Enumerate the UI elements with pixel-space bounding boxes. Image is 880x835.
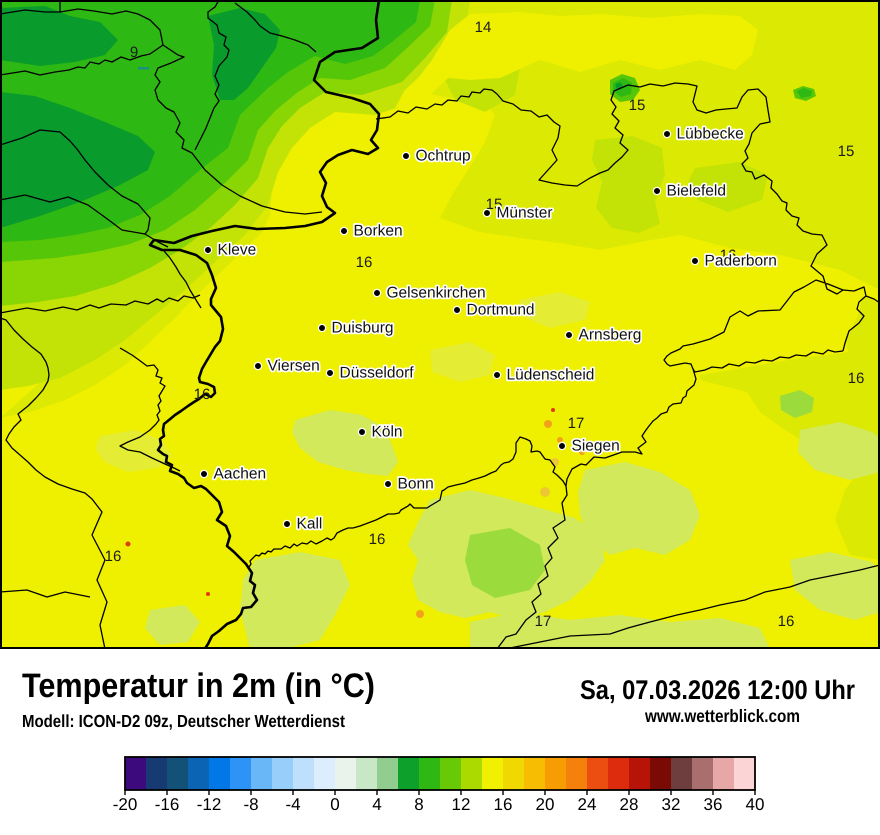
svg-text:Borken: Borken [354, 223, 403, 240]
svg-text:-4: -4 [285, 795, 300, 814]
svg-text:15: 15 [629, 97, 646, 114]
svg-text:Kall: Kall [297, 516, 323, 533]
svg-text:32: 32 [662, 795, 681, 814]
svg-text:Viersen: Viersen [268, 358, 320, 375]
svg-text:16: 16 [105, 548, 122, 565]
svg-text:Lüdenscheid: Lüdenscheid [507, 367, 595, 384]
svg-text:Ochtrup: Ochtrup [416, 148, 471, 165]
svg-text:Paderborn: Paderborn [705, 253, 777, 270]
svg-text:16: 16 [194, 386, 211, 403]
svg-text:16: 16 [720, 247, 737, 264]
svg-text:40: 40 [746, 795, 765, 814]
svg-text:0: 0 [330, 795, 339, 814]
svg-text:15: 15 [486, 196, 503, 213]
svg-text:16: 16 [369, 531, 386, 548]
svg-text:Münster: Münster [497, 205, 553, 222]
svg-text:12: 12 [452, 795, 471, 814]
svg-text:36: 36 [704, 795, 723, 814]
svg-text:Siegen: Siegen [572, 438, 620, 455]
svg-text:-16: -16 [155, 795, 180, 814]
svg-text:16: 16 [494, 795, 513, 814]
svg-text:20: 20 [536, 795, 555, 814]
svg-text:Aachen: Aachen [214, 466, 267, 483]
svg-text:28: 28 [620, 795, 639, 814]
svg-text:17: 17 [568, 415, 585, 432]
svg-text:Kleve: Kleve [218, 242, 257, 259]
svg-text:Bonn: Bonn [398, 476, 434, 493]
svg-text:Gelsenkirchen: Gelsenkirchen [387, 285, 486, 302]
svg-text:Köln: Köln [372, 424, 403, 441]
svg-text:15: 15 [838, 143, 855, 160]
svg-text:14: 14 [475, 19, 492, 36]
svg-text:Sa, 07.03.2026 12:00 Uhr: Sa, 07.03.2026 12:00 Uhr [580, 675, 855, 705]
svg-text:17: 17 [535, 613, 552, 630]
svg-text:Temperatur in 2m (in °C): Temperatur in 2m (in °C) [22, 667, 375, 705]
svg-text:9: 9 [130, 44, 138, 61]
svg-text:16: 16 [778, 613, 795, 630]
svg-text:4: 4 [372, 795, 381, 814]
svg-text:-12: -12 [197, 795, 222, 814]
svg-text:Modell: ICON-D2 09z, Deutscher: Modell: ICON-D2 09z, Deutscher Wetterdie… [22, 711, 345, 731]
svg-text:-8: -8 [243, 795, 258, 814]
svg-text:Lübbecke: Lübbecke [677, 126, 744, 143]
svg-text:Dortmund: Dortmund [467, 302, 535, 319]
svg-text:Düsseldorf: Düsseldorf [340, 365, 415, 382]
svg-text:16: 16 [356, 254, 373, 271]
svg-text:16: 16 [848, 370, 865, 387]
svg-text:www.wetterblick.com: www.wetterblick.com [644, 706, 800, 726]
svg-text:-20: -20 [113, 795, 138, 814]
svg-text:8: 8 [414, 795, 423, 814]
svg-text:Duisburg: Duisburg [332, 320, 394, 337]
svg-text:Bielefeld: Bielefeld [667, 183, 726, 200]
svg-text:24: 24 [578, 795, 597, 814]
svg-text:Arnsberg: Arnsberg [579, 327, 642, 344]
